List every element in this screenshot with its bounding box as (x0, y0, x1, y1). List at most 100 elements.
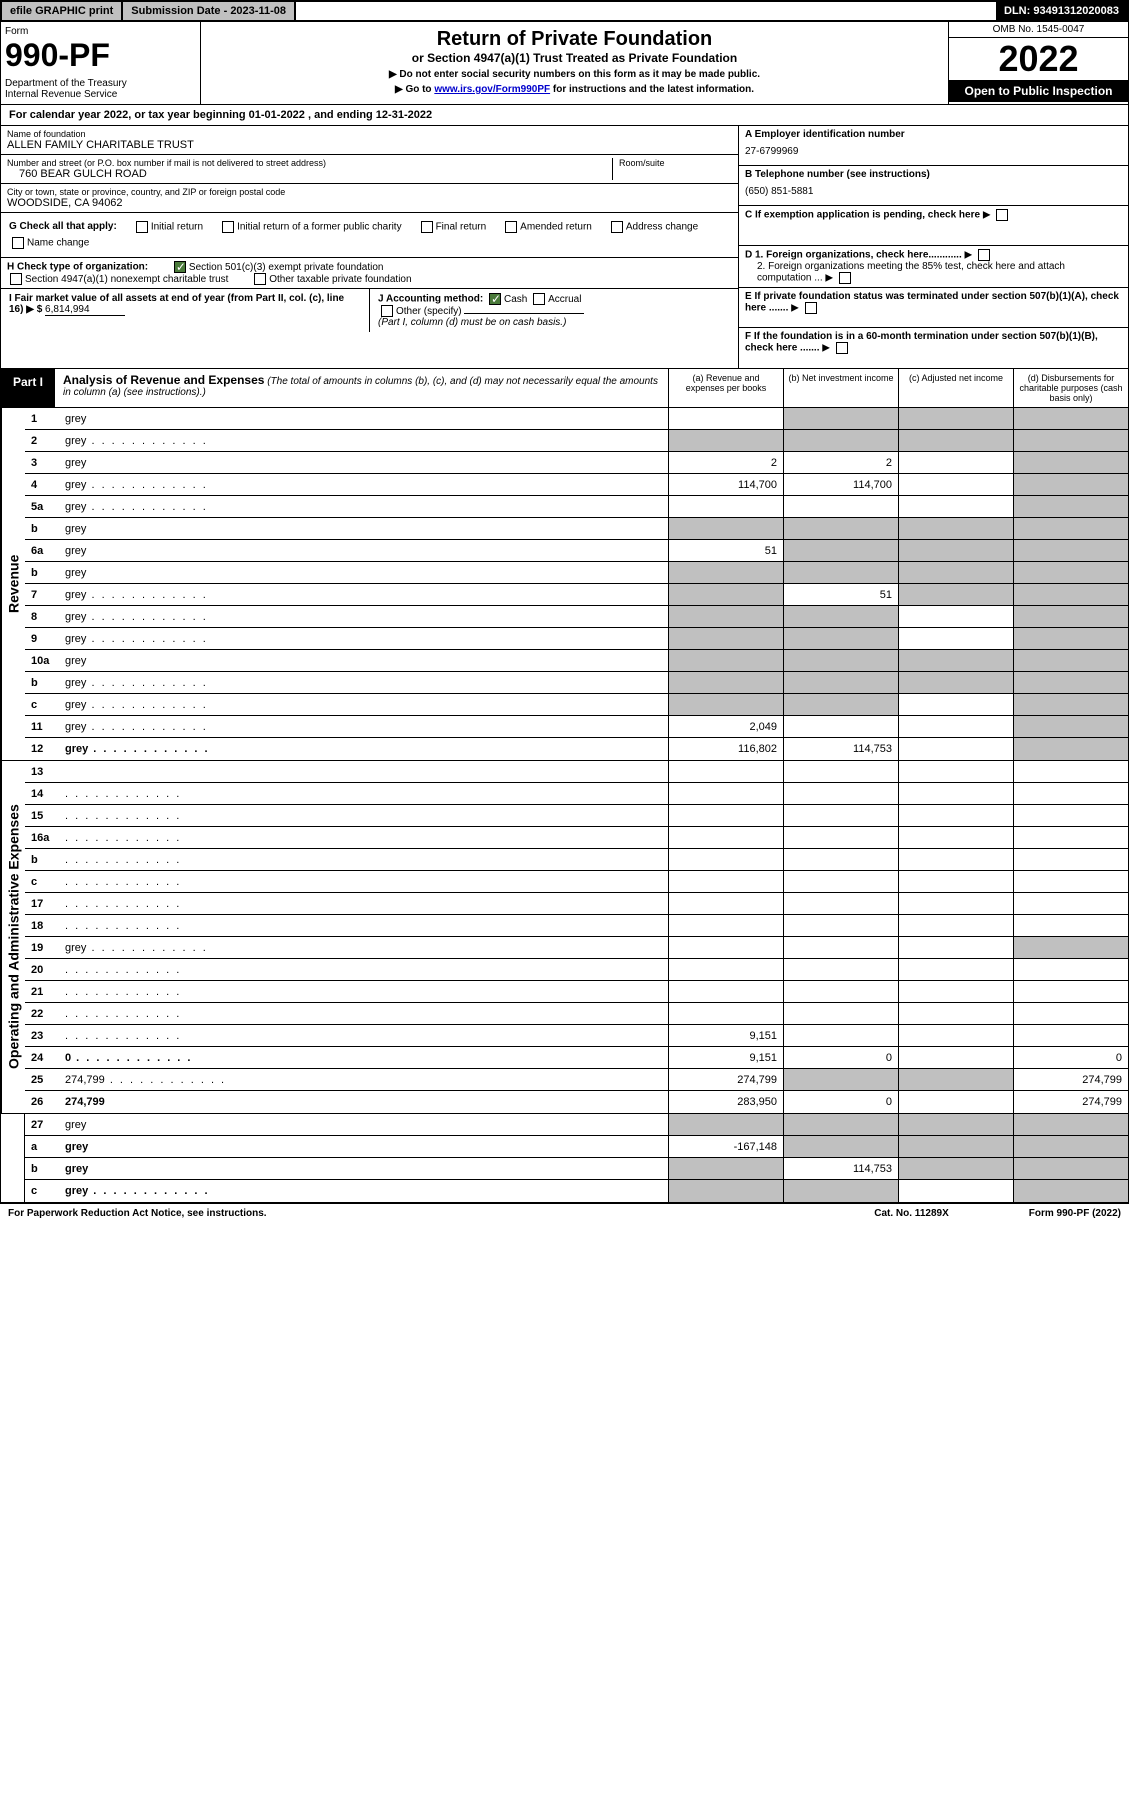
row-num: b (25, 521, 61, 537)
cell-b (783, 893, 898, 914)
row-num: 18 (25, 918, 61, 934)
row-num: b (25, 852, 61, 868)
row-desc: grey (61, 719, 668, 735)
row-num: 24 (25, 1050, 61, 1066)
cell-a (668, 672, 783, 693)
g-opt[interactable]: Final return (418, 221, 487, 233)
cell-d (1013, 959, 1128, 980)
cell-b (783, 1180, 898, 1202)
j-cash[interactable]: Cash (486, 294, 527, 305)
form-subtitle: or Section 4947(a)(1) Trust Treated as P… (207, 51, 942, 65)
cell-b (783, 540, 898, 561)
cell-a (668, 871, 783, 892)
row-desc: grey (61, 1161, 668, 1177)
cell-d (1013, 518, 1128, 539)
cell-d (1013, 738, 1128, 760)
cell-d (1013, 1114, 1128, 1135)
row-desc (61, 896, 668, 912)
table-row: 4grey114,700114,700 (25, 474, 1128, 496)
row-desc: grey (61, 1117, 668, 1133)
row-num: 6a (25, 543, 61, 559)
cell-d (1013, 893, 1128, 914)
foundation-name: ALLEN FAMILY CHARITABLE TRUST (7, 139, 732, 151)
cell-d (1013, 849, 1128, 870)
cell-c (898, 562, 1013, 583)
efile-label[interactable]: efile GRAPHIC print (2, 2, 123, 20)
note-1: ▶ Do not enter social security numbers o… (207, 69, 942, 80)
fmv-value: 6,814,994 (45, 304, 125, 316)
h-opt-1[interactable]: Section 501(c)(3) exempt private foundat… (171, 262, 384, 273)
g-opt[interactable]: Initial return of a former public charit… (219, 221, 402, 233)
table-row: 12grey116,802114,753 (25, 738, 1128, 760)
cell-c (898, 716, 1013, 737)
row-desc: grey (61, 543, 668, 559)
cell-b (783, 1136, 898, 1157)
cell-a (668, 1180, 783, 1202)
g-label: G Check all that apply: (9, 221, 117, 233)
row-desc (61, 962, 668, 978)
table-row: 22 (25, 1003, 1128, 1025)
table-row: 2grey (25, 430, 1128, 452)
row-desc (61, 808, 668, 824)
cell-a (668, 761, 783, 782)
j-other[interactable]: Other (specify) (378, 306, 462, 317)
g-opt[interactable]: Initial return (133, 221, 203, 233)
cell-b (783, 981, 898, 1002)
row-desc: grey (61, 411, 668, 427)
cell-c (898, 849, 1013, 870)
row-num: c (25, 874, 61, 890)
cell-d (1013, 452, 1128, 473)
h-opt-3[interactable]: Other taxable private foundation (251, 274, 411, 285)
table-row: bgrey (25, 518, 1128, 540)
cell-b: 114,753 (783, 738, 898, 760)
dln: DLN: 93491312020083 (996, 2, 1127, 20)
row-desc: grey (61, 455, 668, 471)
a-label: A Employer identification number (745, 129, 1122, 140)
cell-b (783, 518, 898, 539)
cell-d (1013, 827, 1128, 848)
row-desc (61, 1006, 668, 1022)
address: 760 BEAR GULCH ROAD (7, 168, 612, 180)
cell-c (898, 1136, 1013, 1157)
row-desc: grey (61, 477, 668, 493)
table-row: 20 (25, 959, 1128, 981)
row-desc: grey (61, 1139, 668, 1155)
table-row: agrey-167,148 (25, 1136, 1128, 1158)
row-desc (61, 874, 668, 890)
h-opt-2[interactable]: Section 4947(a)(1) nonexempt charitable … (7, 274, 228, 285)
cell-a (668, 1114, 783, 1135)
form-link[interactable]: www.irs.gov/Form990PF (434, 84, 550, 95)
cell-a (668, 893, 783, 914)
table-row: c (25, 871, 1128, 893)
cell-c (898, 805, 1013, 826)
g-opt[interactable]: Address change (608, 221, 698, 233)
cell-b (783, 1003, 898, 1024)
row-num: 3 (25, 455, 61, 471)
cell-b (783, 694, 898, 715)
row-num: 4 (25, 477, 61, 493)
table-row: 26274,799283,9500274,799 (25, 1091, 1128, 1113)
cell-d (1013, 1180, 1128, 1202)
omb: OMB No. 1545-0047 (949, 22, 1128, 38)
cell-a: 2 (668, 452, 783, 473)
table-row: bgrey (25, 562, 1128, 584)
cell-b (783, 628, 898, 649)
cell-b (783, 672, 898, 693)
j-accrual[interactable]: Accrual (530, 294, 581, 305)
city: WOODSIDE, CA 94062 (7, 197, 732, 209)
table-row: 3grey22 (25, 452, 1128, 474)
cell-c (898, 827, 1013, 848)
cell-c (898, 893, 1013, 914)
row-num: 21 (25, 984, 61, 1000)
cell-a (668, 694, 783, 715)
cell-b (783, 1114, 898, 1135)
g-opt[interactable]: Amended return (502, 221, 592, 233)
cell-c (898, 452, 1013, 473)
cell-a (668, 650, 783, 671)
cell-a: 283,950 (668, 1091, 783, 1113)
expenses-table: Operating and Administrative Expenses 13… (0, 761, 1129, 1114)
cell-d: 0 (1013, 1047, 1128, 1068)
g-opt[interactable]: Name change (9, 237, 89, 249)
cell-c (898, 1091, 1013, 1113)
row-num: 25 (25, 1072, 61, 1088)
